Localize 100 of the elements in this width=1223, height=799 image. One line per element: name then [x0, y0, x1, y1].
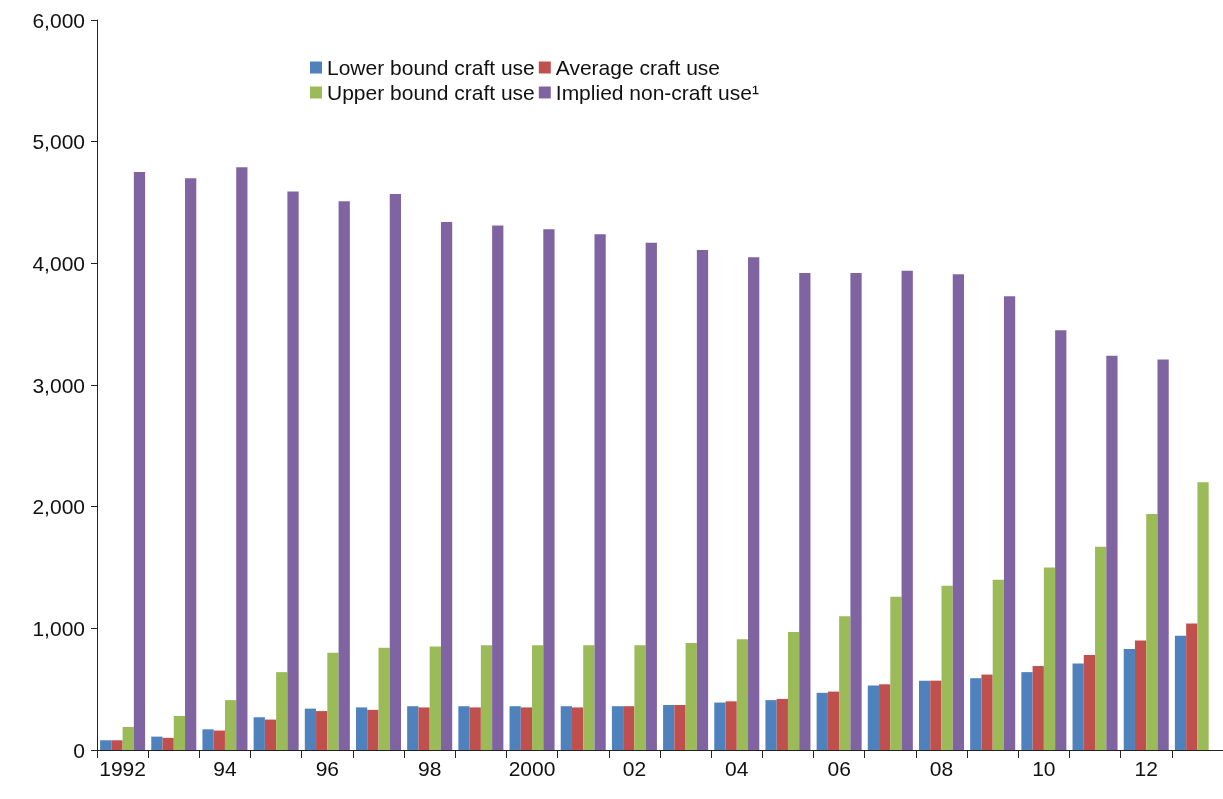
y-tick-label: 2,000 [32, 495, 85, 519]
bar [970, 678, 982, 750]
bar [890, 596, 902, 750]
bar [111, 740, 123, 750]
bar [543, 229, 555, 750]
bar [520, 707, 533, 750]
bar [418, 707, 430, 750]
bar [1055, 330, 1067, 750]
bar [765, 700, 777, 750]
bar [1146, 513, 1158, 750]
bar [1106, 355, 1118, 750]
x-tick-label: 06 [827, 757, 851, 780]
bar [930, 680, 942, 750]
y-tick-label: 3,000 [32, 373, 85, 397]
bar [264, 719, 277, 750]
bar [509, 706, 521, 750]
bar [224, 700, 237, 750]
x-tick-label: 08 [929, 757, 954, 780]
bar [316, 711, 328, 750]
bar [583, 645, 595, 750]
bar [594, 234, 606, 750]
bar [1072, 663, 1084, 750]
bar [918, 680, 931, 750]
bar [355, 707, 368, 750]
bar [725, 701, 737, 750]
bar [645, 242, 657, 750]
bar [1123, 649, 1135, 750]
bar [407, 706, 419, 750]
bar [1134, 640, 1147, 750]
bar [492, 225, 504, 750]
x-tick-label: 12 [1134, 757, 1158, 780]
bar [714, 702, 726, 750]
bar [1157, 359, 1169, 750]
y-tick-label: 5,000 [32, 130, 85, 154]
bar [151, 736, 163, 750]
bar [571, 707, 584, 750]
bar [816, 692, 828, 750]
y-tick-label: 6,000 [32, 8, 85, 32]
x-tick-label: 2000 [508, 757, 556, 780]
bar [799, 273, 811, 750]
bar [367, 709, 379, 750]
bar [122, 726, 134, 750]
x-tick-label: 10 [1032, 757, 1056, 780]
x-tick-label: 1992 [99, 757, 146, 780]
bar [1197, 482, 1209, 750]
bar [440, 221, 453, 750]
bar [787, 631, 800, 750]
bar [663, 704, 675, 750]
bar [173, 715, 186, 750]
bar [1095, 546, 1107, 750]
bar [287, 191, 299, 750]
bar [696, 249, 709, 750]
bar [1174, 635, 1187, 750]
bar [429, 646, 441, 750]
bar [327, 652, 339, 750]
bar [850, 273, 862, 750]
y-tick-label: 0 [73, 738, 85, 762]
bar [901, 270, 913, 750]
bar [532, 645, 544, 750]
bar [736, 639, 749, 750]
bar [100, 740, 112, 750]
bar [1186, 623, 1198, 750]
bar [133, 172, 146, 750]
bar [480, 645, 493, 750]
y-tick-label: 4,000 [32, 251, 85, 275]
x-tick-label: 94 [213, 757, 237, 780]
x-tick-label: 02 [622, 757, 647, 780]
bar [674, 704, 686, 750]
legend-label: Implied non-craft use¹ [555, 81, 759, 104]
bar [748, 257, 760, 750]
bar [389, 193, 402, 750]
bar [867, 685, 880, 750]
bar [685, 642, 697, 750]
bar [776, 698, 788, 750]
bar [213, 730, 225, 750]
bar [276, 672, 288, 750]
x-tick-label: 96 [315, 757, 339, 780]
legend-label: Average craft use [555, 56, 721, 79]
bar [378, 647, 390, 750]
bar [1083, 655, 1096, 750]
bar [458, 706, 470, 750]
legend-label: Upper bound craft use [327, 81, 535, 104]
bar [634, 645, 646, 750]
bar [1003, 296, 1016, 750]
x-tick-label: 98 [418, 757, 442, 780]
bar [236, 167, 248, 750]
x-tick-label: 04 [725, 757, 749, 780]
legend-label: Lower bound craft use [327, 56, 535, 79]
bar [611, 706, 624, 750]
bar [469, 707, 481, 750]
bar [185, 178, 197, 750]
bar [202, 729, 214, 750]
bar [879, 684, 891, 750]
bar [1032, 666, 1044, 750]
bar [1021, 672, 1033, 750]
bar [1043, 567, 1056, 750]
bar [941, 585, 953, 750]
bar [827, 691, 840, 750]
y-tick-label: 1,000 [32, 616, 85, 640]
bar [253, 717, 265, 750]
